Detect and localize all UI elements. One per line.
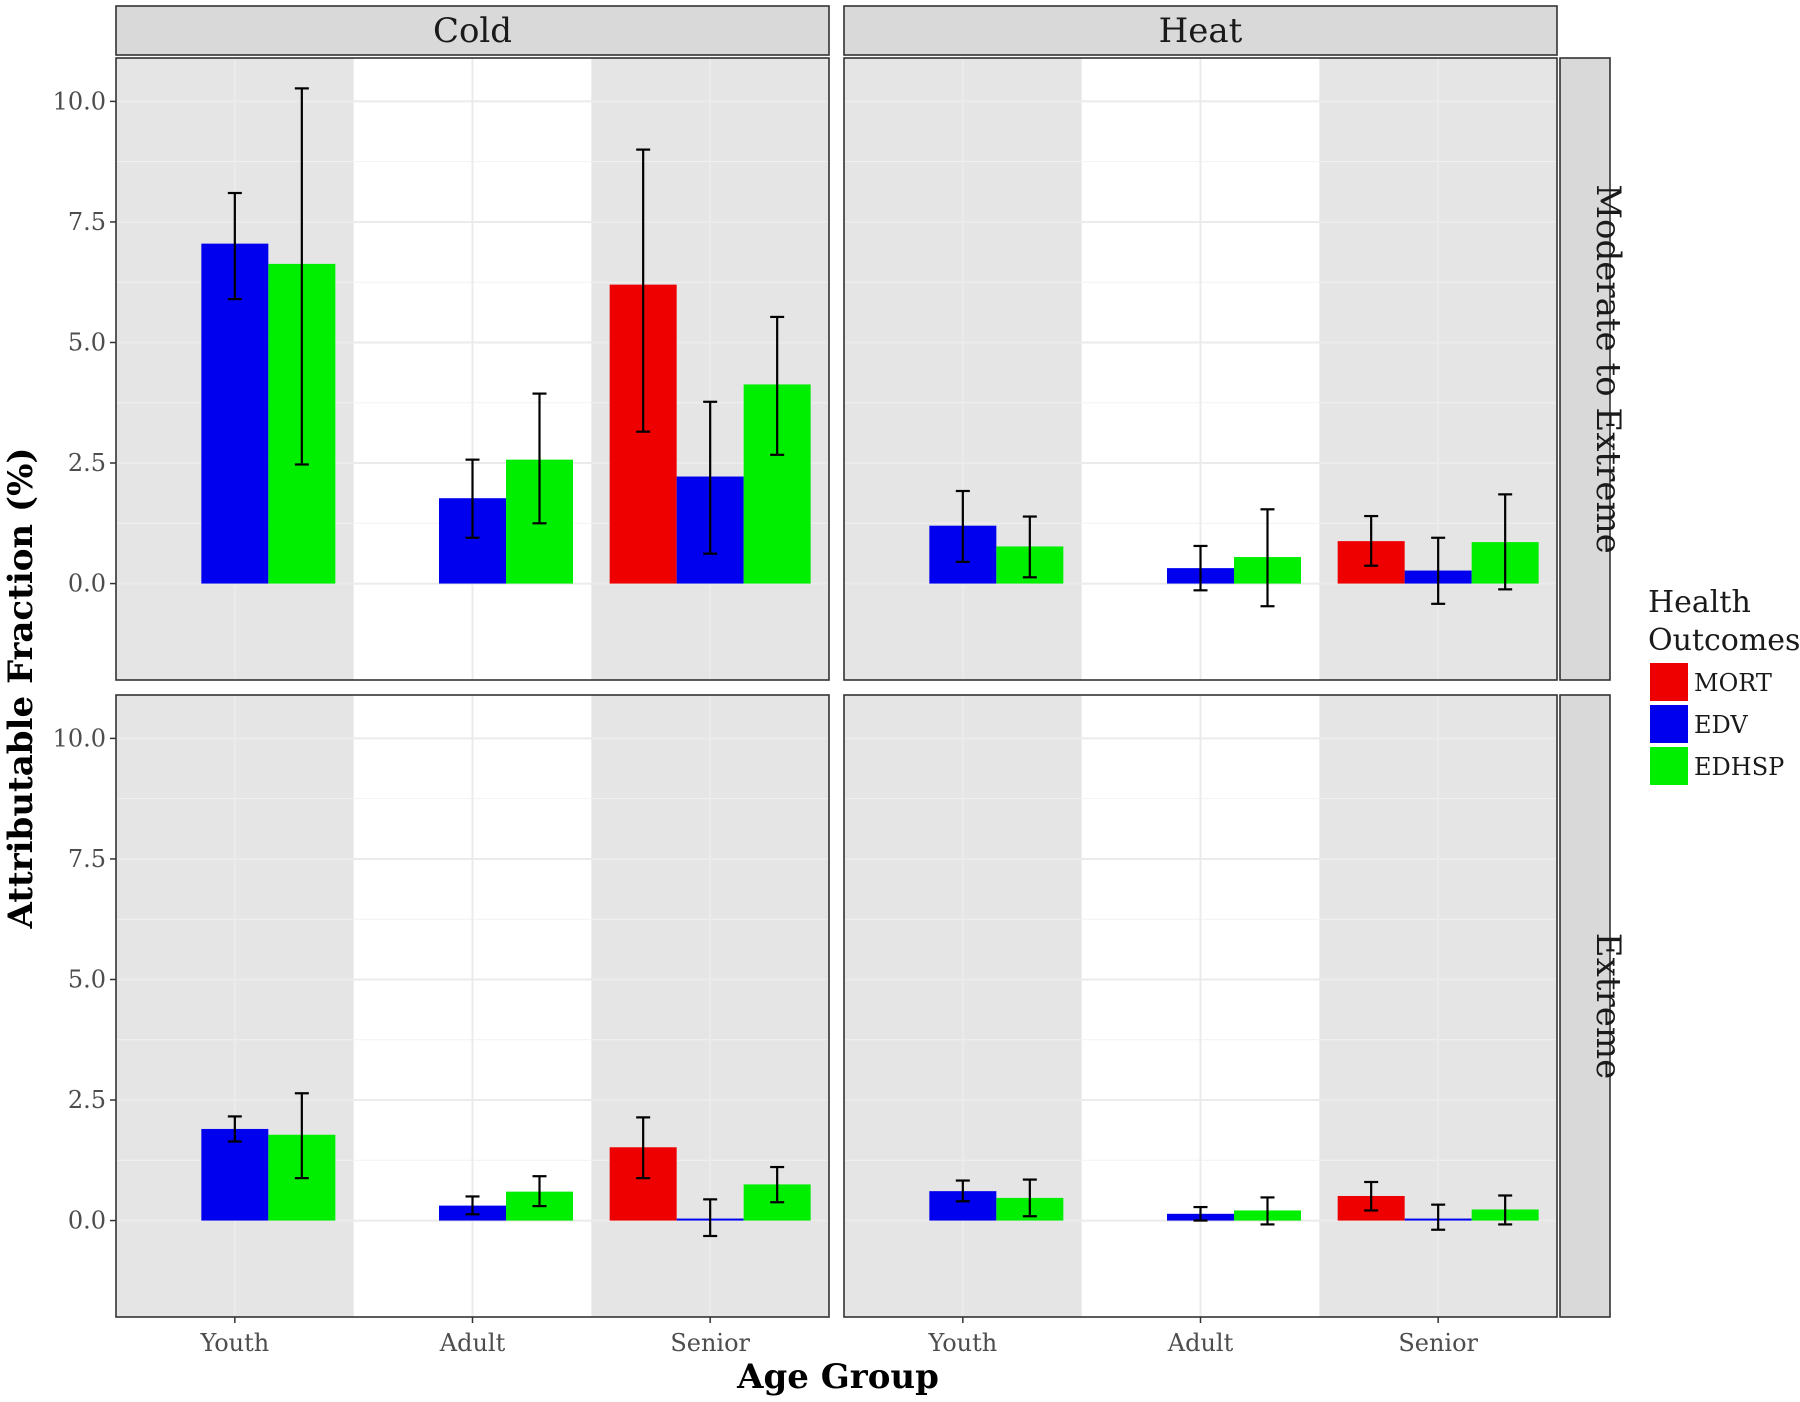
legend-label-edhsp: EDHSP [1694,753,1784,781]
strip-moderate-to-extreme [1559,57,1611,681]
ytick-label: 10.0 [53,724,106,752]
panel-cold-moderate-to-extreme-border [115,57,830,681]
legend-title: Outcomes [1648,623,1800,658]
ytick-label: 2.5 [68,1086,106,1114]
strip-cold [115,5,830,56]
xtick-label: Adult [1167,1329,1234,1357]
xtick-label: Youth [199,1329,269,1357]
strip-label-cold: Cold [433,11,512,51]
xtick-label: Adult [439,1329,506,1357]
ytick-label: 2.5 [68,449,106,477]
ytick-label: 0.0 [68,1207,106,1235]
panel-cold-extreme-bar-edv-youth [201,1128,269,1221]
legend-label-edv: EDV [1694,711,1748,739]
xtick-label: Youth [927,1329,997,1357]
y-axis-title: Attributable Fraction (%) [1,448,41,930]
strip-extreme [1559,694,1611,1318]
ytick-label: 5.0 [68,328,106,356]
ytick-label: 5.0 [68,965,106,993]
x-axis-title: Age Group [736,1357,939,1397]
legend-swatch-edv [1650,705,1688,743]
legend-swatch-edhsp [1650,747,1688,785]
panel-cold-moderate-to-extreme-bar-edv-youth [201,243,269,584]
legend-label-mort: MORT [1694,669,1772,697]
strip-label-extreme: Extreme [1588,933,1628,1079]
panel-heat-moderate-to-extreme-border [843,57,1558,681]
strip-label-moderate-to-extreme: Moderate to Extreme [1588,184,1628,554]
xtick-label: Senior [670,1329,750,1357]
ytick-label: 10.0 [53,87,106,115]
strip-heat [843,5,1558,56]
ytick-label: 7.5 [68,208,106,236]
strip-label-heat: Heat [1159,11,1243,51]
ytick-label: 0.0 [68,570,106,598]
ytick-label: 7.5 [68,845,106,873]
legend-swatch-mort [1650,663,1688,701]
legend-title: Health [1648,585,1751,620]
xtick-label: Senior [1398,1329,1478,1357]
